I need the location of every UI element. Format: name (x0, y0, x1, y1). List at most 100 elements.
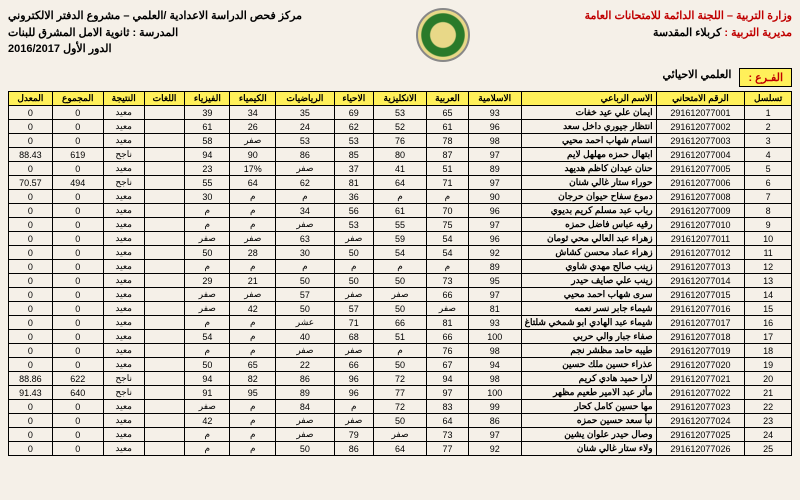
table-cell: 71 (427, 176, 469, 190)
table-cell: 66 (374, 316, 427, 330)
table-cell: 98 (468, 372, 521, 386)
table-cell: زهراء عبد العالي محي ثومان (521, 232, 656, 246)
table-cell: 76 (374, 134, 427, 148)
table-row: 17291612077018صفاء جبار والي حربي1006651… (9, 330, 792, 344)
table-cell: 98 (468, 344, 521, 358)
table-cell: 78 (427, 134, 469, 148)
table-cell: 0 (52, 134, 103, 148)
table-cell: صفر (185, 232, 230, 246)
table-cell: 291612077020 (656, 358, 745, 372)
header-right-block: وزارة التربية – اللجنة الدائمة للامتحانا… (585, 8, 792, 41)
table-cell: 291612077008 (656, 190, 745, 204)
table-row: 3291612077003انسام شهاب احمد محيي9878765… (9, 134, 792, 148)
table-cell: 0 (9, 414, 53, 428)
table-cell: عشر (276, 316, 334, 330)
table-cell: 291612077009 (656, 204, 745, 218)
table-cell: 50 (276, 442, 334, 456)
table-cell: 24 (276, 120, 334, 134)
table-cell: م (230, 204, 276, 218)
table-cell: معيد (103, 442, 144, 456)
table-cell: صفر (276, 218, 334, 232)
column-header: الاسم الرباعي (521, 92, 656, 106)
page-header: وزارة التربية – اللجنة الدائمة للامتحانا… (8, 8, 792, 62)
table-cell: 25 (745, 442, 792, 456)
table-cell: 96 (334, 386, 374, 400)
table-cell: 93 (468, 316, 521, 330)
results-table: تسلسلالرقم الامتحانيالاسم الرباعيالاسلام… (8, 91, 792, 456)
table-cell (144, 120, 185, 134)
table-cell: 291612077026 (656, 442, 745, 456)
table-row: 12291612077013زينب صالح مهدي شاوي89ممممم… (9, 260, 792, 274)
table-cell: 291612077004 (656, 148, 745, 162)
table-cell: 0 (52, 260, 103, 274)
table-row: 6291612077006حوراء ستار غالي شنان9771648… (9, 176, 792, 190)
table-cell: 22 (276, 358, 334, 372)
column-header: المجموع (52, 92, 103, 106)
table-cell: صفر (230, 232, 276, 246)
table-row: 1291612077001ايمان علي عيد خفات936553693… (9, 106, 792, 120)
header-row: تسلسلالرقم الامتحانيالاسم الرباعيالاسلام… (9, 92, 792, 106)
table-cell: 58 (185, 134, 230, 148)
school-value: ثانوية الامل المشرق للبنات (8, 27, 129, 39)
table-cell: معيد (103, 288, 144, 302)
table-cell: م (276, 190, 334, 204)
table-cell: 50 (374, 414, 427, 428)
table-cell: 6 (745, 176, 792, 190)
table-cell (144, 148, 185, 162)
table-cell: ناجح (103, 372, 144, 386)
table-cell: م (230, 428, 276, 442)
table-cell: 36 (334, 190, 374, 204)
table-cell: 291612077011 (656, 232, 745, 246)
table-cell: 91.43 (9, 386, 53, 400)
table-cell: 0 (52, 288, 103, 302)
table-cell: 19 (745, 358, 792, 372)
table-cell: 67 (427, 358, 469, 372)
table-cell: م (230, 260, 276, 274)
table-cell: 26 (230, 120, 276, 134)
table-cell: صفر (334, 288, 374, 302)
table-cell: 77 (427, 442, 469, 456)
column-header: الرياضيات (276, 92, 334, 106)
table-cell: 0 (9, 288, 53, 302)
table-cell: 54 (185, 330, 230, 344)
column-header: الاسلامية (468, 92, 521, 106)
table-row: 13291612077014زينب علي صايف حيدر95735050… (9, 274, 792, 288)
table-cell: 0 (52, 204, 103, 218)
table-cell: معيد (103, 414, 144, 428)
table-cell: لارا حميد هادي كريم (521, 372, 656, 386)
table-cell: 65 (230, 358, 276, 372)
table-cell: 54 (427, 232, 469, 246)
table-cell: 64 (374, 442, 427, 456)
table-cell: 57 (334, 302, 374, 316)
table-cell: 100 (468, 386, 521, 400)
column-header: اللغات (144, 92, 185, 106)
table-cell: 0 (52, 120, 103, 134)
table-cell: صفر (334, 232, 374, 246)
table-cell: 28 (230, 246, 276, 260)
column-header: الفيزياء (185, 92, 230, 106)
table-cell: معيد (103, 246, 144, 260)
directorate-value: كربلاء المقدسة (653, 27, 721, 39)
school-line: المدرسة : ثانوية الامل المشرق للبنات (8, 25, 302, 42)
table-cell: 53 (334, 218, 374, 232)
table-cell (144, 260, 185, 274)
table-cell: 291612077024 (656, 414, 745, 428)
table-cell: معيد (103, 428, 144, 442)
table-cell: معيد (103, 316, 144, 330)
table-cell: 82 (230, 372, 276, 386)
table-cell: 50 (185, 246, 230, 260)
table-cell: 21 (745, 386, 792, 400)
table-cell: 15 (745, 302, 792, 316)
table-cell: 96 (468, 204, 521, 218)
table-cell: 80 (374, 148, 427, 162)
table-cell (144, 400, 185, 414)
table-cell: 64 (230, 176, 276, 190)
table-cell: 0 (9, 344, 53, 358)
table-cell: 0 (52, 302, 103, 316)
table-cell: 86 (334, 442, 374, 456)
table-cell: م (185, 260, 230, 274)
table-cell: 0 (52, 162, 103, 176)
table-cell: 95 (230, 386, 276, 400)
table-cell: 96 (334, 372, 374, 386)
table-cell: 0 (9, 134, 53, 148)
